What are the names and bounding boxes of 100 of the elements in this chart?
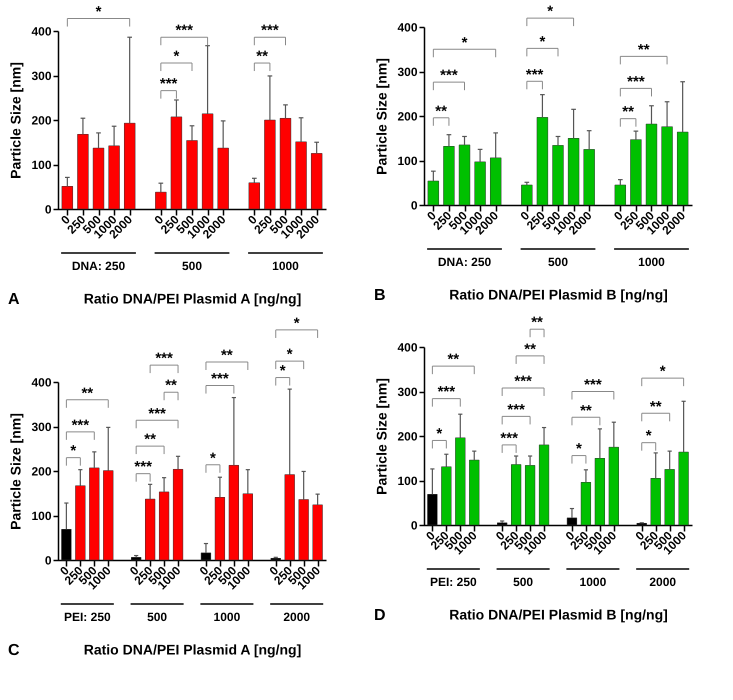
annotation: ** <box>524 340 536 358</box>
bar <box>89 468 100 560</box>
y-tick-label: 400 <box>397 20 418 34</box>
text: A <box>8 291 20 308</box>
annotation: ** <box>650 398 662 416</box>
y-tick-label: 200 <box>31 464 52 478</box>
bar <box>474 162 486 206</box>
text: PEI: 250 <box>430 575 477 589</box>
y-tick-label: 0 <box>44 554 52 568</box>
bar <box>521 184 533 206</box>
text: D <box>374 607 386 624</box>
text: PEI: 250 <box>64 610 111 624</box>
y-tick-label: 200 <box>397 430 418 444</box>
text: 2000 <box>283 610 310 624</box>
bar <box>458 144 470 206</box>
y-tick-label: 100 <box>31 509 52 523</box>
annotation: *** <box>134 458 152 476</box>
bar <box>284 474 295 560</box>
bar <box>144 498 156 560</box>
bar <box>264 120 276 210</box>
annotation: *** <box>175 22 194 40</box>
text: C <box>8 642 20 659</box>
annotation: ** <box>435 102 448 120</box>
y-axis-title: Particle Size [nm] <box>7 413 24 530</box>
y-tick-label: 400 <box>397 340 418 354</box>
annotation: *** <box>514 372 532 390</box>
y-axis-title: Particle Size [nm] <box>373 58 390 175</box>
text: DNA: 250 <box>72 259 126 273</box>
annotation: * <box>70 442 76 460</box>
bar <box>77 134 89 210</box>
annotation: *** <box>440 67 458 84</box>
bar <box>443 146 455 206</box>
text: 500 <box>182 259 202 273</box>
bar <box>646 124 658 206</box>
annotation: * <box>660 363 666 380</box>
bar <box>536 117 548 206</box>
bar <box>630 139 642 206</box>
bar <box>103 470 114 560</box>
bar <box>608 446 619 526</box>
y-tick-label: 300 <box>397 65 418 79</box>
annotation: * <box>462 34 468 52</box>
annotation: *** <box>500 430 518 447</box>
bar <box>202 114 214 210</box>
bar <box>676 132 688 206</box>
text: DNA: 250 <box>438 255 492 269</box>
annotation: *** <box>526 66 544 84</box>
annotation: ** <box>256 48 268 66</box>
y-tick-label: 300 <box>397 385 418 399</box>
y-tick-label: 0 <box>410 518 418 532</box>
bar <box>75 485 86 560</box>
annotation: *** <box>438 384 456 401</box>
annotation: *** <box>261 22 279 40</box>
text: 500 <box>147 610 168 624</box>
annotation: ** <box>638 41 650 58</box>
bar <box>214 497 226 560</box>
bar <box>310 153 322 210</box>
bar <box>280 118 292 210</box>
annotation: *** <box>148 405 166 422</box>
y-tick-label: 0 <box>410 198 418 212</box>
bar <box>455 438 466 526</box>
bar <box>298 499 309 560</box>
bar <box>650 478 661 526</box>
y-tick-label: 300 <box>31 420 52 434</box>
bar <box>661 126 673 206</box>
text: * <box>294 314 300 332</box>
y-tick-label: 400 <box>31 24 52 38</box>
text: 1000 <box>214 610 241 624</box>
y-tick-label: 100 <box>397 474 418 488</box>
bar <box>295 142 307 210</box>
bar <box>614 184 626 206</box>
annotation: *** <box>72 416 90 434</box>
y-tick-label: 100 <box>31 158 52 172</box>
annotation: ** <box>447 351 460 368</box>
annotation: *** <box>211 370 229 388</box>
annotation: * <box>576 440 582 458</box>
bar <box>248 182 260 210</box>
bar <box>490 158 502 206</box>
bar <box>186 140 198 210</box>
text: 1000 <box>272 259 300 273</box>
y-axis-title: Particle Size [nm] <box>7 62 24 179</box>
annotation: *** <box>160 76 178 93</box>
annotation: ** <box>622 104 634 121</box>
annotation: *** <box>627 73 645 90</box>
bar <box>664 469 675 526</box>
x-axis-title: Ratio DNA/PEI Plasmid A [ng/ng] <box>84 642 302 658</box>
bar <box>242 493 253 560</box>
y-tick-label: 200 <box>31 114 52 128</box>
annotation: ** <box>81 384 94 402</box>
text: * <box>96 4 102 21</box>
annotation: * <box>436 425 442 442</box>
y-tick-label: 400 <box>31 376 52 390</box>
annotation: * <box>210 450 216 467</box>
bar <box>170 116 182 210</box>
text: 1000 <box>638 255 666 269</box>
bar <box>92 148 104 210</box>
bar <box>583 149 595 206</box>
bar <box>678 452 689 526</box>
x-axis-title: Ratio DNA/PEI Plasmid A [ng/ng] <box>84 290 302 307</box>
bar <box>312 504 323 560</box>
bar <box>124 122 136 210</box>
